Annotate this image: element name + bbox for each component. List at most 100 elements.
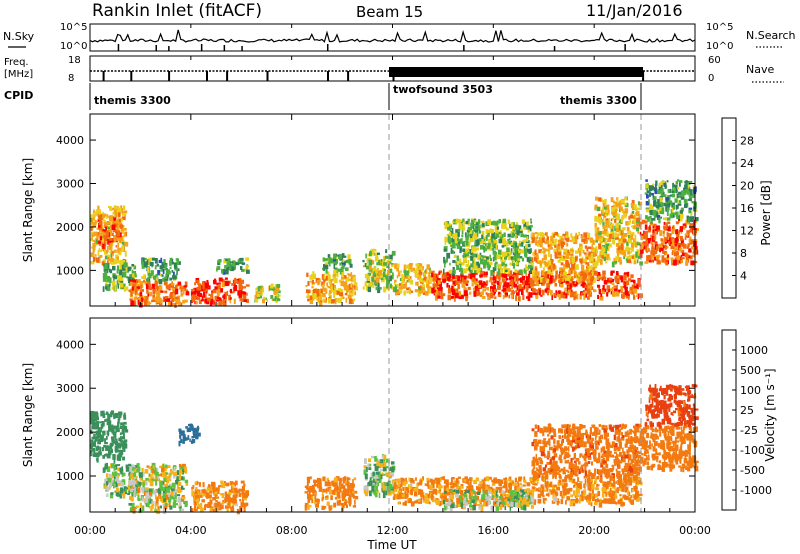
heatmap-cell — [147, 293, 149, 297]
heatmap-cell — [120, 482, 124, 487]
heatmap-cell — [421, 286, 425, 291]
heatmap-cell — [408, 268, 411, 274]
heatmap-cell — [239, 285, 244, 291]
heatmap-cell — [574, 495, 577, 498]
heatmap-cell — [135, 483, 139, 487]
heatmap-cell — [588, 251, 592, 256]
heatmap-cell — [234, 499, 237, 505]
heatmap-cell — [604, 288, 607, 293]
heatmap-cell — [90, 439, 94, 443]
heatmap-cell — [207, 297, 211, 302]
heatmap-cell — [689, 255, 693, 260]
heatmap-cell — [161, 262, 163, 266]
heatmap-cell — [221, 482, 226, 489]
heatmap-cell — [134, 481, 137, 484]
heatmap-cell — [512, 228, 516, 233]
heatmap-cell — [105, 286, 108, 290]
heatmap-cell — [439, 284, 442, 291]
heatmap-cell — [169, 283, 172, 288]
heatmap-cell — [437, 279, 441, 285]
heatmap-cell — [232, 497, 235, 500]
heatmap-cell — [467, 259, 470, 266]
heatmap-cell — [383, 454, 387, 460]
heatmap-cell — [465, 295, 468, 302]
colorbar-tick-label: 20 — [740, 180, 754, 193]
heatmap-cell — [174, 292, 177, 296]
heatmap-cell — [90, 260, 95, 265]
heatmap-cell — [323, 282, 325, 287]
heatmap-cell — [685, 260, 689, 266]
heatmap-cell — [341, 506, 344, 512]
heatmap-cell — [90, 252, 94, 258]
heatmap-cell — [651, 259, 654, 263]
heatmap-cell — [453, 236, 457, 240]
heatmap-cell — [636, 283, 639, 290]
heatmap-cell — [675, 245, 679, 250]
heatmap-cell — [632, 254, 637, 258]
heatmap-cell — [675, 180, 678, 185]
heatmap-cell — [589, 281, 592, 287]
heatmap-cell — [124, 441, 127, 445]
heatmap-cell — [633, 279, 636, 284]
noise-right-label: N.Search — [746, 29, 796, 42]
heatmap-cell — [386, 482, 390, 487]
heatmap-cell — [199, 284, 204, 288]
heatmap-cell — [587, 232, 591, 239]
heatmap-cell — [581, 238, 585, 243]
heatmap-cell — [365, 486, 369, 489]
heatmap-cell — [102, 455, 105, 459]
heatmap-cell — [490, 221, 495, 226]
heatmap-cell — [114, 206, 118, 210]
heatmap-cell — [468, 255, 471, 258]
heatmap-cell — [227, 266, 230, 271]
heatmap-cell — [619, 247, 623, 252]
heatmap-cell — [132, 280, 137, 283]
heatmap-cell — [241, 262, 245, 265]
heatmap-cell — [483, 264, 486, 269]
heatmap-cell — [406, 287, 410, 291]
heatmap-cell — [521, 289, 524, 296]
freq-left-tick-bottom: 8 — [68, 73, 74, 84]
heatmap-cell — [520, 249, 524, 254]
heatmap-cell — [114, 490, 116, 493]
heatmap-cell — [602, 292, 606, 295]
heatmap-cell — [143, 299, 148, 306]
heatmap-cell — [166, 271, 169, 278]
heatmap-cell — [97, 205, 100, 211]
heatmap-cell — [522, 269, 525, 273]
heatmap-cell — [110, 261, 115, 265]
heatmap-cell — [114, 436, 117, 441]
heatmap-cell — [385, 466, 389, 469]
heatmap-cell — [434, 285, 437, 290]
heatmap-cell — [144, 487, 149, 490]
heatmap-cell — [514, 484, 518, 491]
heatmap-cell — [171, 471, 174, 475]
heatmap-cell — [501, 278, 505, 283]
heatmap-cell — [371, 276, 374, 282]
heatmap-cell — [644, 261, 649, 264]
heatmap-cell — [330, 285, 333, 292]
heatmap-cell — [240, 260, 244, 263]
heatmap-cell — [335, 272, 339, 277]
heatmap-cell — [180, 293, 184, 297]
heatmap-cell — [589, 257, 594, 262]
heatmap-cell — [420, 269, 423, 272]
heatmap-cell — [325, 488, 328, 494]
heatmap-cell — [107, 259, 110, 262]
heatmap-cell — [474, 286, 477, 292]
heatmap-cell — [646, 190, 650, 193]
heatmap-cell — [216, 293, 220, 297]
freq-spikes — [102, 71, 645, 81]
heatmap-cell — [137, 283, 140, 289]
heatmap-cell — [424, 291, 429, 296]
heatmap-cell — [393, 286, 398, 293]
heatmap-cell — [616, 252, 619, 258]
heatmap-cell — [166, 487, 170, 493]
heatmap-cell — [151, 504, 154, 509]
heatmap-cell — [345, 297, 348, 303]
heatmap-cell — [462, 279, 467, 284]
heatmap-cell — [311, 286, 314, 289]
heatmap-cell — [347, 254, 351, 259]
heatmap-cell — [210, 298, 214, 305]
heatmap-cell — [460, 273, 464, 279]
